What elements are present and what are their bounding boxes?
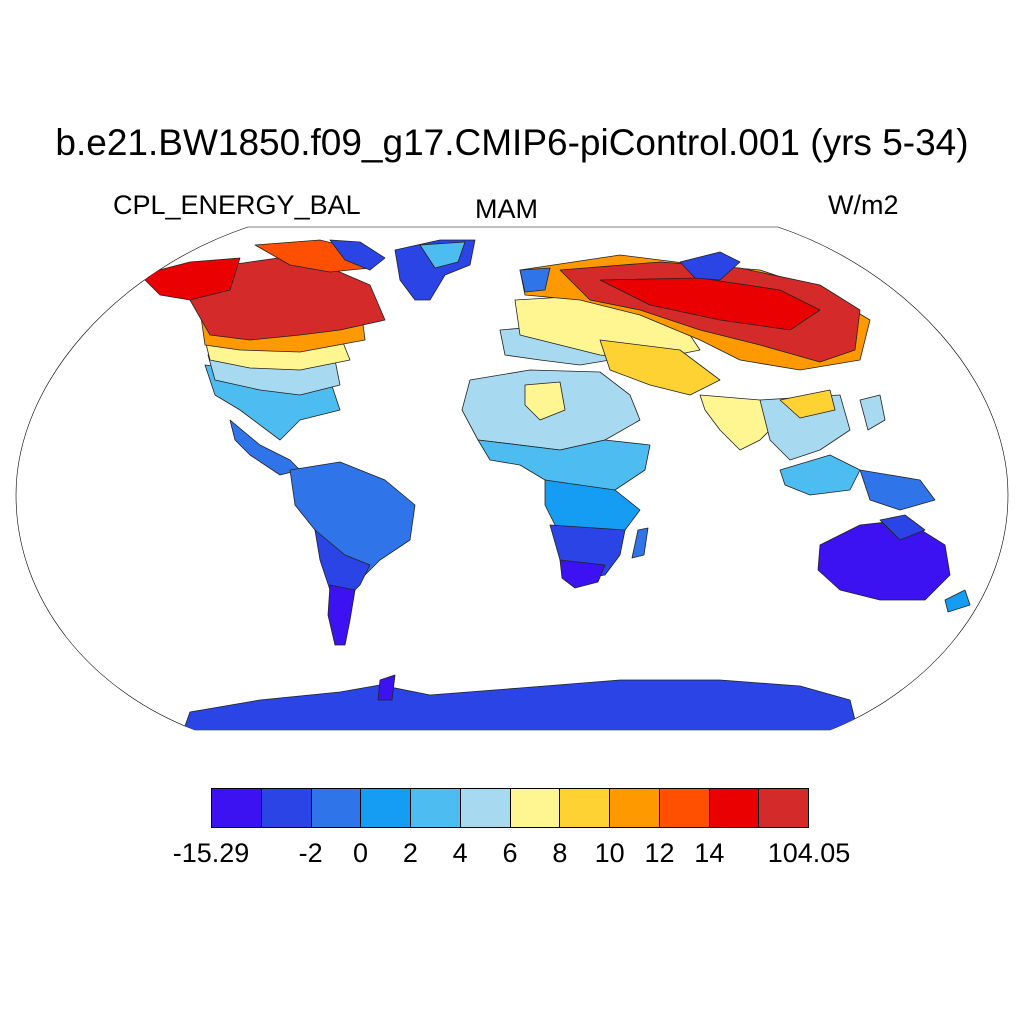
colorbar-label: 4 bbox=[452, 838, 468, 868]
continent-africa bbox=[461, 369, 651, 589]
colorbar-box bbox=[361, 789, 411, 827]
colorbar-label: 8 bbox=[552, 838, 568, 868]
colorbar-label: 2 bbox=[402, 838, 418, 868]
na-alaska bbox=[139, 257, 241, 301]
variable-label: CPL_ENERGY_BAL bbox=[113, 190, 361, 220]
continent-australia bbox=[817, 514, 971, 613]
plot-title: b.e21.BW1850.f09_g17.CMIP6-piControl.001… bbox=[55, 122, 969, 163]
colorbar-label: 0 bbox=[352, 838, 369, 868]
colorbar-label: 104.05 bbox=[767, 838, 851, 868]
colorbar-label: 12 bbox=[644, 838, 675, 868]
continent-antarctica bbox=[179, 674, 861, 730]
colorbar-label: 10 bbox=[594, 838, 625, 868]
colorbar-box bbox=[610, 789, 660, 827]
units-label: W/m2 bbox=[828, 190, 899, 220]
colorbar-box bbox=[261, 789, 312, 827]
colorbar-label: 14 bbox=[694, 838, 725, 868]
continent-north-america bbox=[139, 239, 386, 476]
colorbar-box bbox=[659, 789, 710, 827]
colorbar-label: -15.29 bbox=[172, 838, 250, 868]
colorbar bbox=[211, 788, 809, 828]
colorbar-box bbox=[212, 789, 262, 827]
colorbar-label: -2 bbox=[298, 838, 323, 868]
colorbar-box bbox=[311, 789, 362, 827]
colorbar-box bbox=[460, 789, 511, 827]
continent-eurasia bbox=[499, 251, 936, 511]
colorbar-box bbox=[510, 789, 561, 827]
colorbar-labels: -15.29 -2 0 2 4 6 8 10 12 14 104.05 bbox=[0, 838, 1024, 878]
season-label: MAM bbox=[475, 194, 538, 224]
colorbar-box bbox=[411, 789, 461, 827]
colorbar-box bbox=[560, 789, 610, 827]
continent-south-america bbox=[289, 461, 416, 646]
colorbar-label: 6 bbox=[502, 838, 518, 868]
na-ne-tip bbox=[329, 239, 386, 271]
colorbar-box bbox=[759, 789, 808, 827]
colorbar-box bbox=[709, 789, 760, 827]
continent-greenland bbox=[394, 239, 476, 301]
globe-outline bbox=[15, 226, 1009, 731]
